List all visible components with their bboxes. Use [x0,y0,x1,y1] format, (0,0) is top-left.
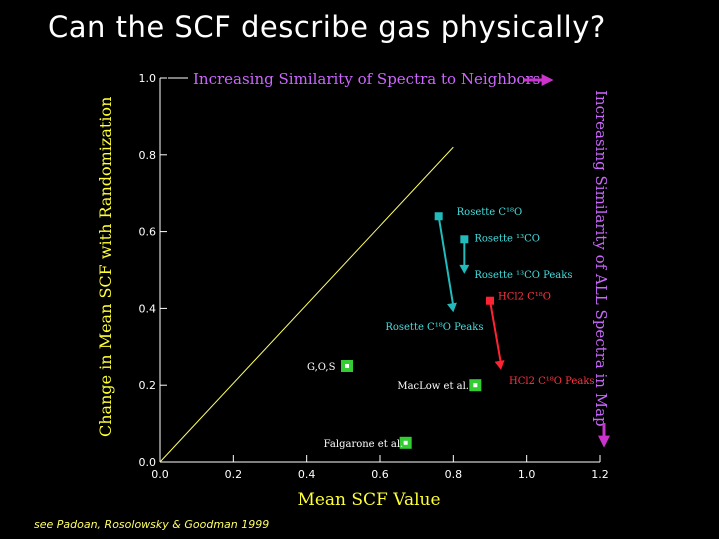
x-axis-label: Mean SCF Value [297,490,440,510]
arrow-mark: Rosette C¹⁸O Rosette C¹⁸O Peaks [385,207,522,333]
arrow-start-marker [460,235,469,244]
x-tick-label: 0.4 [298,468,316,481]
arrow-series: Rosette C¹⁸O Rosette C¹⁸O Peaks Rosette ¹³… [385,207,594,387]
x-tick-label: 1.0 [518,468,536,481]
point-center [473,383,478,388]
data-point: MacLow et al. [397,379,482,392]
y-ticks: 0.0 0.2 0.4 0.6 0.8 1.0 [139,72,167,469]
arrow-to-label: Rosette C¹⁸O Peaks [385,322,483,333]
arrow-mark: Rosette ¹³CO Rosette ¹³CO Peaks [459,233,572,281]
arrow-shaft [489,300,502,365]
data-point: G,O,S [307,360,353,373]
point-label: G,O,S [307,362,336,373]
arrow-mark: HCl2 C¹⁸O HCl2 C¹⁸O Peaks [486,292,595,387]
x-ticks: 0.0 0.2 0.4 0.6 0.8 1.0 1.2 [151,455,609,481]
y-tick-label: 0.2 [139,379,157,392]
arrow-to-label: Rosette ¹³CO Peaks [474,270,572,281]
top-annotation: Increasing Similarity of Spectra to Neig… [193,70,540,88]
arrow-to-label: HCl2 C¹⁸O Peaks [509,376,595,387]
footnote: see Padoan, Rosolowsky & Goodman 1999 [34,518,270,531]
x-tick-label: 0.8 [445,468,463,481]
arrow-head [459,264,470,274]
point-center [345,364,349,368]
x-tick-label: 1.2 [591,468,609,481]
y-tick-label: 0.0 [139,456,157,469]
y-tick-label: 1.0 [139,72,157,85]
y-tick-label: 0.4 [139,302,157,315]
point-label: Falgarone et al. [324,439,404,450]
y-tick-label: 0.6 [139,226,157,239]
arrow-start-marker [486,296,494,305]
x-tick-label: 0.0 [151,468,169,481]
point-series: G,O,S MacLow et al. Falgarone et al. [307,360,482,450]
arrow-from-label: Rosette C¹⁸O [457,207,523,218]
arrow-shaft [437,216,455,307]
arrow-from-label: Rosette ¹³CO [474,233,540,244]
arrow-from-label: HCl2 C¹⁸O [498,292,551,303]
right-annotation: Increasing Similarity of ALL Spectra in … [592,90,610,427]
y-tick-label: 0.8 [139,149,157,162]
arrow-head [447,302,457,313]
x-tick-label: 0.6 [371,468,389,481]
point-label: MacLow et al. [397,381,469,392]
arrow-start-marker [434,212,443,221]
reference-line [159,146,454,463]
y-axis-label: Change in Mean SCF with Randomization [96,97,115,437]
data-point: Falgarone et al. [324,436,412,450]
slide-title: Can the SCF describe gas physically? [48,10,606,44]
arrow-head [494,360,505,370]
point-center [403,440,408,445]
x-tick-label: 0.2 [225,468,243,481]
plot-area: 0.0 0.2 0.4 0.6 0.8 1.0 1.2 0.0 0.2 0.4 0.6 0.8 1.0… [96,70,610,510]
